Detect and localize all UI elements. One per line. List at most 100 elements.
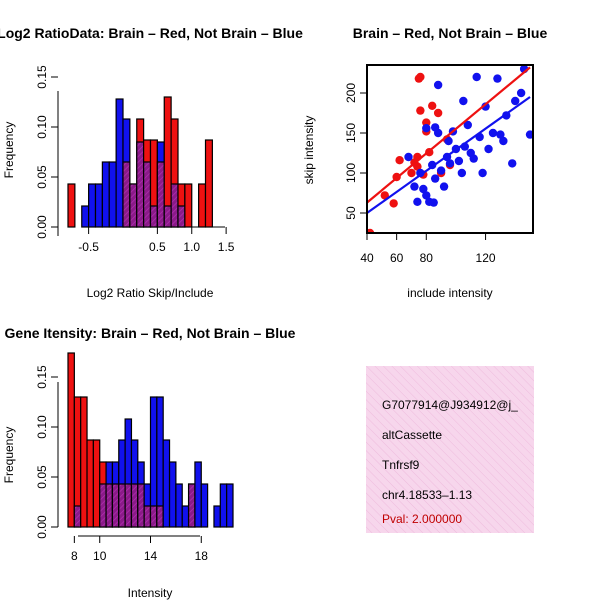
ratio-x-axis-label: Log2 Ratio Skip/Include: [87, 286, 214, 300]
not-brain-point: [508, 159, 517, 168]
x-tick-label: 1.0: [183, 240, 200, 254]
x-tick-label: 10: [93, 549, 107, 563]
brain-bar: [204, 139, 213, 228]
ratio-y-ticks: 0.00 0.05 0.10 0.15: [35, 65, 58, 239]
ratio-x-ticks: -0.5 0.5 1.0 1.5: [78, 227, 235, 254]
scatter-panel: Brain – Red, Not Brain – Blue 40 60 80 120 …: [302, 25, 547, 300]
ratio-histogram-title: Log2 RatioData: Brain – Red, Not Brain –…: [0, 25, 303, 41]
not-brain-point: [463, 120, 472, 130]
x-tick-label: 80: [420, 251, 434, 265]
scatter-x-axis-label: include intensity: [407, 286, 492, 300]
not-brain-bar: [81, 205, 90, 228]
not-brain-bar: [94, 183, 103, 228]
not-brain-point: [445, 159, 455, 168]
info-gene-name: Tnfrsf9: [382, 458, 420, 472]
overlap-bar: [187, 483, 196, 528]
y-tick-label: 100: [344, 163, 358, 183]
not-brain-point: [525, 130, 533, 139]
x-tick-label: 120: [476, 251, 496, 265]
not-brain-point: [499, 136, 508, 146]
scatter-points: [367, 65, 533, 233]
overlap-bar: [149, 205, 158, 228]
overlap-bar: [105, 483, 114, 528]
ratio-histogram-bars: [67, 96, 213, 228]
scatter-title: Brain – Red, Not Brain – Blue: [353, 25, 548, 41]
not-brain-point: [433, 128, 443, 138]
not-brain-point: [439, 182, 449, 191]
overlap-bar: [156, 161, 165, 228]
y-tick-label: 0.10: [35, 415, 49, 439]
brain-point: [433, 108, 443, 118]
brain-point: [416, 106, 425, 115]
overlap-bar: [129, 183, 138, 228]
y-tick-label: 0.05: [35, 165, 49, 189]
brain-bar: [184, 183, 193, 228]
not-brain-point: [511, 96, 520, 106]
not-brain-point: [444, 136, 453, 146]
y-tick-label: 0.15: [35, 365, 49, 389]
not-brain-point: [416, 168, 425, 178]
intensity-x-axis-label: Intensity: [128, 586, 173, 600]
y-tick-label: 0.15: [35, 65, 49, 89]
not-brain-fit-line: [367, 96, 531, 214]
not-brain-bar: [200, 483, 209, 528]
scatter-plot-frame: [366, 64, 534, 234]
not-brain-bar: [181, 505, 190, 528]
y-tick-label: 200: [344, 83, 358, 103]
brain-bar: [198, 183, 207, 228]
ratio-histogram-panel: Log2 RatioData: Brain – Red, Not Brain –…: [0, 25, 303, 300]
not-brain-bar: [162, 439, 171, 528]
x-tick-label: 1.5: [218, 240, 235, 254]
overlap-bar: [124, 483, 133, 528]
brain-bar: [86, 439, 94, 528]
not-brain-point: [459, 96, 468, 106]
intensity-y-axis-label: Frequency: [2, 427, 16, 484]
not-brain-bar: [115, 98, 124, 228]
overlap-bar: [73, 505, 82, 528]
not-brain-point: [469, 154, 478, 163]
not-brain-point: [404, 152, 413, 162]
overlap-bar: [130, 483, 139, 528]
not-brain-point: [478, 168, 487, 178]
x-tick-label: 18: [195, 549, 209, 563]
not-brain-point: [493, 74, 502, 83]
not-brain-bar: [108, 161, 117, 228]
brain-bar: [80, 396, 88, 528]
not-brain-point: [472, 72, 481, 82]
overlap-bar: [149, 505, 158, 528]
x-tick-label: 60: [390, 251, 404, 265]
not-brain-point: [436, 166, 446, 175]
overlap-bar: [143, 505, 152, 528]
brain-bar: [67, 183, 76, 228]
not-brain-point: [433, 80, 443, 90]
not-brain-point: [516, 88, 526, 98]
brain-point: [389, 199, 398, 208]
brain-point: [428, 101, 437, 111]
y-tick-label: 0.10: [35, 115, 49, 139]
overlap-bar: [99, 483, 107, 528]
not-brain-point: [419, 184, 428, 194]
overlap-bar: [156, 505, 164, 528]
y-tick-label: 0.05: [35, 465, 49, 489]
intensity-histogram-panel: Gene Itensity: Brain – Red, Not Brain – …: [2, 325, 296, 600]
overlap-bar: [170, 183, 179, 228]
brain-fit-line: [367, 66, 531, 204]
scatter-y-axis-label: skip intensity: [302, 116, 316, 185]
not-brain-point: [488, 128, 498, 138]
info-event-type: altCassette: [382, 428, 442, 442]
intensity-histogram-bars: [67, 352, 234, 528]
not-brain-point: [481, 102, 490, 111]
scatter-x-ticks: 40 60 80 120: [360, 233, 496, 265]
y-tick-label: 0.00: [35, 515, 49, 539]
not-brain-point: [484, 144, 493, 154]
not-brain-bar: [175, 483, 183, 528]
info-pval: Pval: 2.000000: [382, 512, 462, 526]
x-tick-label: 0.5: [149, 240, 166, 254]
y-tick-label: 50: [344, 206, 358, 220]
not-brain-point: [454, 156, 464, 166]
intensity-y-ticks: 0.00 0.05 0.10 0.15: [35, 365, 58, 539]
not-brain-bar: [194, 461, 202, 528]
not-brain-bar: [219, 483, 228, 528]
brain-bar: [67, 352, 75, 528]
info-background: [366, 366, 534, 533]
